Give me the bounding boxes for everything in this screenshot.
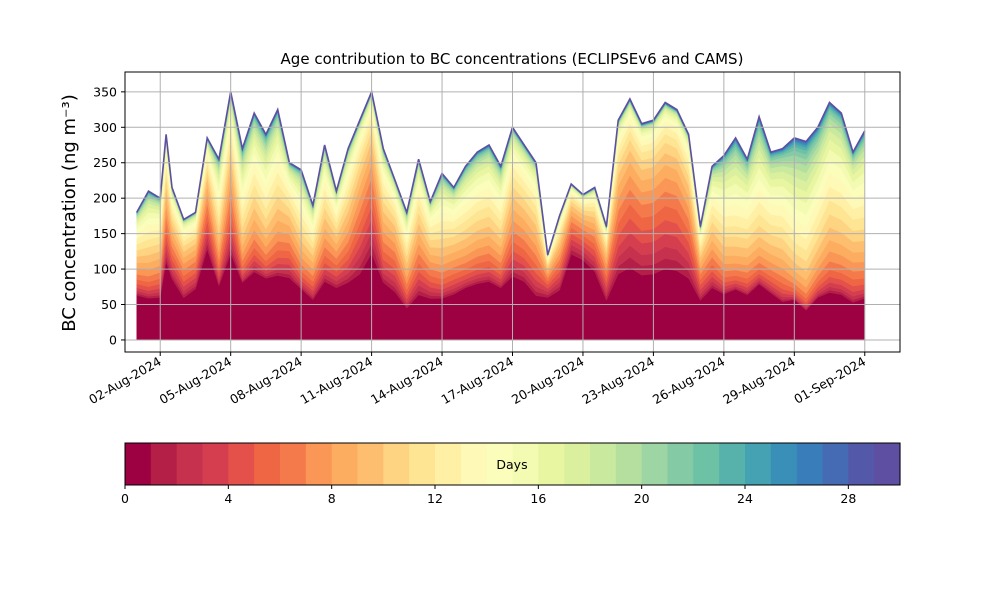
colorbar-tick-label: 0 — [121, 491, 129, 506]
colorbar-swatch-day-17 — [564, 443, 591, 485]
colorbar-swatch-day-27 — [822, 443, 849, 485]
colorbar-swatch-day-9 — [357, 443, 384, 485]
colorbar-swatch-day-13 — [460, 443, 488, 485]
colorbar-tick-label: 28 — [840, 491, 856, 506]
colorbar-tick-label: 20 — [634, 491, 650, 506]
colorbar-swatch-day-15 — [512, 443, 539, 485]
colorbar-tick-label: 24 — [737, 491, 753, 506]
colorbar-swatch-day-5 — [254, 443, 281, 485]
y-axis-label: BC concentration (ng m⁻³) — [59, 94, 80, 332]
y-tick-label: 350 — [93, 84, 117, 99]
colorbar-swatch-day-8 — [331, 443, 359, 485]
grid-lines — [125, 72, 900, 352]
colorbar-swatch-day-24 — [745, 443, 772, 485]
colorbar-swatch-day-28 — [848, 443, 875, 485]
colorbar-swatch-day-12 — [435, 443, 462, 485]
y-tick-label: 100 — [93, 262, 117, 277]
colorbar-swatch-day-3 — [202, 443, 229, 485]
colorbar-swatch-day-6 — [280, 443, 307, 485]
x-tick-label: 29-Aug-2024 — [720, 354, 798, 407]
colorbar-tick-label: 4 — [224, 491, 232, 506]
x-tick-label: 26-Aug-2024 — [650, 354, 728, 407]
colorbar-swatch-day-4 — [228, 443, 255, 485]
colorbar-swatch-day-25 — [770, 443, 798, 485]
colorbar-label: Days — [496, 457, 527, 472]
colorbar-swatch-day-19 — [615, 443, 643, 485]
x-tick-label: 02-Aug-2024 — [86, 354, 164, 407]
colorbar-swatch-day-23 — [719, 443, 746, 485]
y-tick-label: 150 — [93, 226, 117, 241]
x-tick-label: 14-Aug-2024 — [368, 354, 446, 407]
colorbar-swatch-day-14 — [486, 443, 514, 485]
colorbar-swatch-day-1 — [150, 443, 178, 485]
colorbar-swatch-day-26 — [796, 443, 824, 485]
colorbar-tick-label: 12 — [427, 491, 443, 506]
x-tick-label: 20-Aug-2024 — [509, 354, 587, 407]
chart-title: Age contribution to BC concentrations (E… — [281, 50, 744, 68]
y-tick-label: 250 — [93, 155, 117, 170]
y-tick-label: 200 — [93, 191, 117, 206]
x-tick-label: 17-Aug-2024 — [438, 354, 516, 407]
x-tick-label: 08-Aug-2024 — [227, 354, 305, 407]
x-tick-label: 11-Aug-2024 — [298, 354, 376, 407]
colorbar-tick-label: 8 — [328, 491, 336, 506]
total-outline — [136, 89, 866, 256]
y-tick-label: 300 — [93, 120, 117, 135]
colorbar-swatch-day-10 — [383, 443, 410, 485]
colorbar-swatch-day-16 — [538, 443, 565, 485]
colorbar-swatch-day-22 — [693, 443, 720, 485]
plot-frame — [124, 71, 901, 353]
colorbar: 0 4 8 12 16 20 24 28 — [121, 442, 901, 506]
y-tick-label: 0 — [109, 332, 117, 347]
x-tick-label: 01-Sep-2024 — [791, 354, 868, 407]
colorbar-swatch-day-29 — [874, 443, 901, 485]
colorbar-swatch-day-7 — [305, 443, 333, 485]
colorbar-swatch-day-11 — [409, 443, 436, 485]
x-tick-label: 05-Aug-2024 — [157, 354, 235, 407]
colorbar-swatch-day-18 — [590, 443, 617, 485]
colorbar-frame — [124, 442, 901, 486]
colorbar-swatch-day-20 — [641, 443, 669, 485]
colorbar-tick-label: 16 — [530, 491, 546, 506]
colorbar-swatch-day-21 — [667, 443, 694, 485]
colorbar-swatch-day-2 — [176, 443, 204, 485]
x-tick-label: 23-Aug-2024 — [579, 354, 657, 407]
y-tick-label: 50 — [101, 297, 117, 312]
colorbar-swatch-day-0 — [125, 443, 152, 485]
